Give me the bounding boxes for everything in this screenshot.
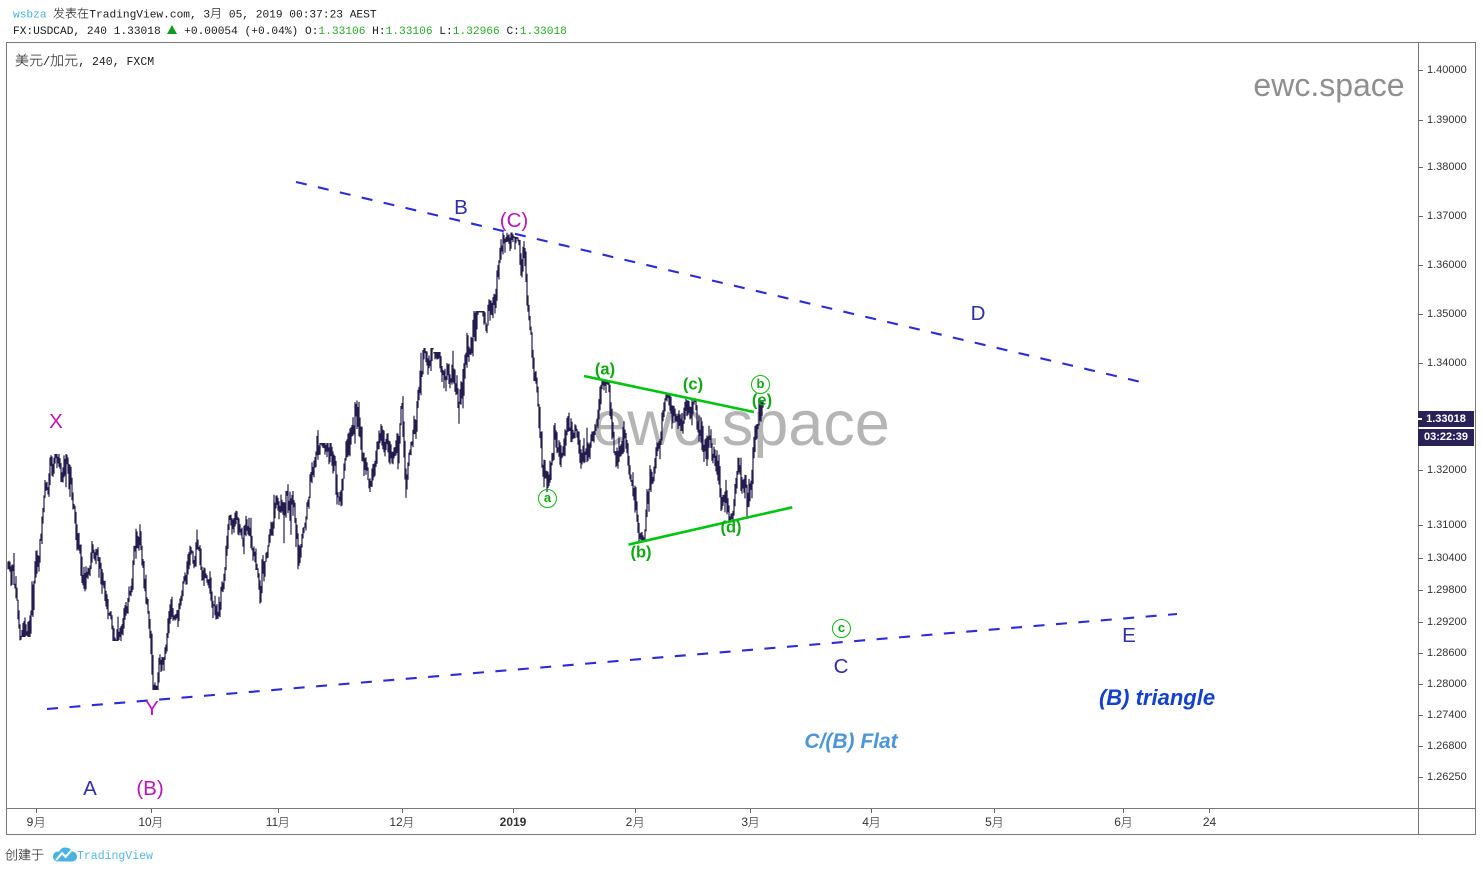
svg-text:ewc.space: ewc.space [592, 389, 890, 459]
svg-text:ewc.space: ewc.space [1253, 67, 1404, 103]
